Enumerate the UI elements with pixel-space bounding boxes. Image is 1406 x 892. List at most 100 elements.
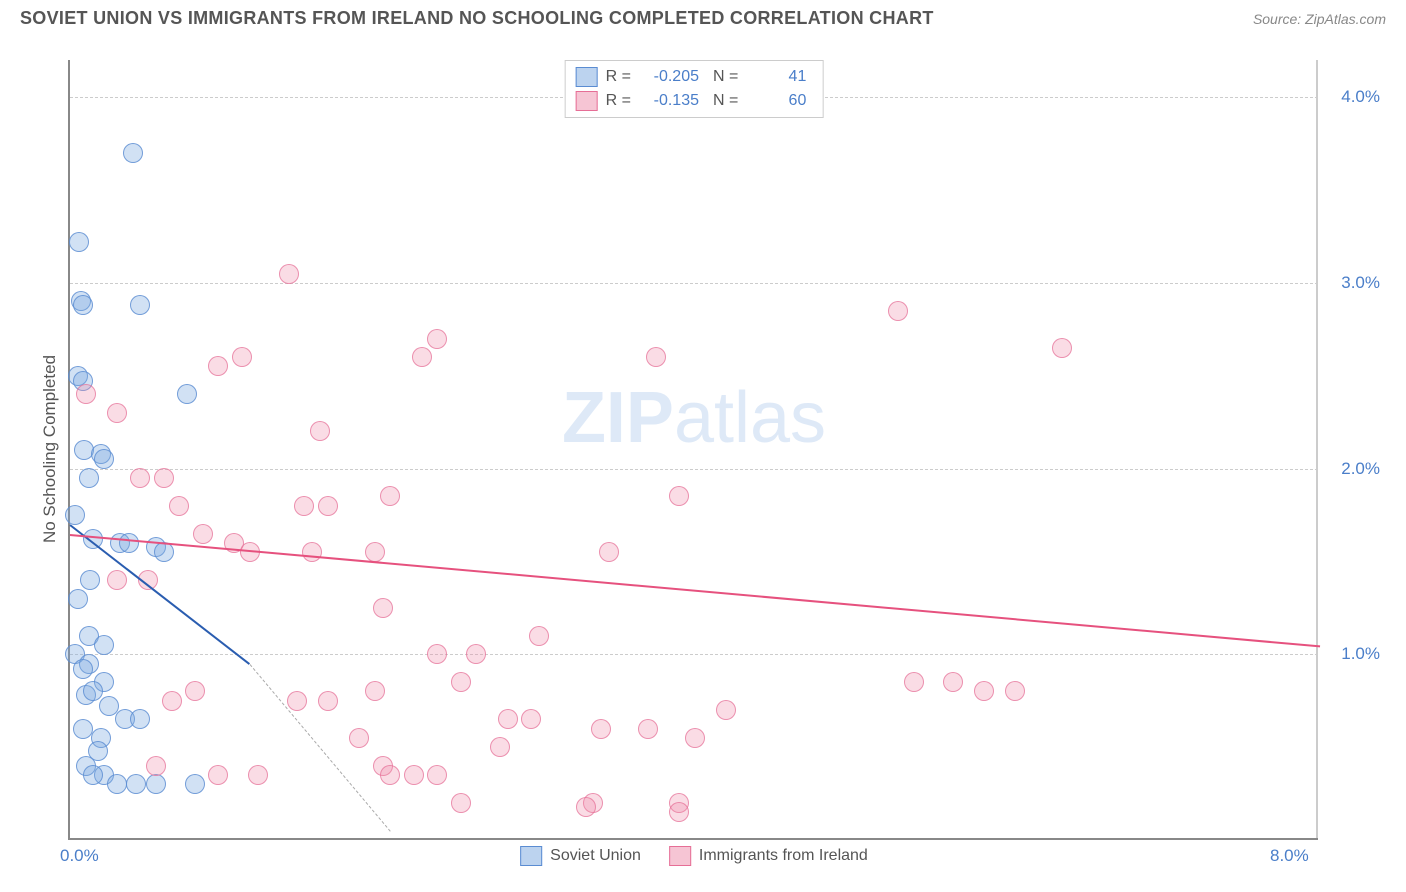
scatter-point — [83, 681, 103, 701]
y-tick-label: 3.0% — [1325, 273, 1380, 293]
y-tick-label: 4.0% — [1325, 87, 1380, 107]
series-legend-label: Immigrants from Ireland — [699, 847, 868, 865]
scatter-point — [365, 681, 385, 701]
scatter-point — [107, 403, 127, 423]
scatter-point — [119, 533, 139, 553]
scatter-point — [73, 719, 93, 739]
series-legend: Soviet Union Immigrants from Ireland — [520, 846, 868, 866]
legend-r-label: R = — [606, 89, 631, 113]
scatter-point — [1052, 338, 1072, 358]
legend-swatch — [576, 67, 598, 87]
legend-swatch — [576, 91, 598, 111]
source-name: ZipAtlas.com — [1305, 11, 1386, 27]
stats-legend: R = -0.205 N = 41R = -0.135 N = 60 — [565, 60, 824, 118]
grid-line — [70, 283, 1318, 284]
correlation-chart: ZIPatlas No Schooling Completed R = -0.20… — [20, 40, 1386, 870]
scatter-point — [498, 709, 518, 729]
legend-swatch — [669, 846, 691, 866]
scatter-point — [294, 496, 314, 516]
scatter-point — [208, 765, 228, 785]
source-credit: Source: ZipAtlas.com — [1253, 11, 1386, 27]
scatter-point — [185, 681, 205, 701]
scatter-point — [193, 524, 213, 544]
plot-area: ZIPatlas No Schooling Completed R =-0.20… — [68, 60, 1318, 840]
scatter-point — [904, 672, 924, 692]
scatter-point — [80, 570, 100, 590]
scatter-point — [669, 486, 689, 506]
watermark: ZIPatlas — [562, 377, 826, 459]
scatter-point — [208, 356, 228, 376]
scatter-point — [380, 486, 400, 506]
scatter-point — [302, 542, 322, 562]
scatter-point — [490, 737, 510, 757]
regression-line — [70, 534, 1320, 647]
y-axis-title: No Schooling Completed — [40, 355, 60, 543]
legend-n-value: 41 — [748, 65, 806, 89]
scatter-point — [318, 691, 338, 711]
scatter-point — [232, 347, 252, 367]
scatter-point — [638, 719, 658, 739]
scatter-point — [126, 774, 146, 794]
legend-r-value: -0.205 — [641, 65, 699, 89]
watermark-prefix: ZIP — [562, 378, 674, 458]
scatter-point — [591, 719, 611, 739]
scatter-point — [646, 347, 666, 367]
scatter-point — [94, 635, 114, 655]
scatter-point — [123, 143, 143, 163]
scatter-point — [279, 264, 299, 284]
scatter-point — [65, 505, 85, 525]
scatter-point — [427, 644, 447, 664]
scatter-point — [68, 589, 88, 609]
series-legend-item: Immigrants from Ireland — [669, 846, 868, 866]
scatter-point — [669, 802, 689, 822]
series-legend-item: Soviet Union — [520, 846, 641, 866]
scatter-point — [177, 384, 197, 404]
scatter-point — [107, 774, 127, 794]
scatter-point — [380, 765, 400, 785]
scatter-point — [130, 295, 150, 315]
scatter-point — [154, 468, 174, 488]
y-tick-label: 2.0% — [1325, 459, 1380, 479]
scatter-point — [349, 728, 369, 748]
scatter-point — [154, 542, 174, 562]
scatter-point — [599, 542, 619, 562]
scatter-point — [888, 301, 908, 321]
watermark-suffix: atlas — [674, 378, 826, 458]
legend-r-value: -0.135 — [641, 89, 699, 113]
scatter-point — [404, 765, 424, 785]
stats-legend-row: R =-0.205N =41 — [576, 65, 813, 89]
scatter-point — [576, 797, 596, 817]
scatter-point — [94, 449, 114, 469]
scatter-point — [248, 765, 268, 785]
scatter-point — [130, 468, 150, 488]
scatter-point — [310, 421, 330, 441]
grid-line — [70, 654, 1318, 655]
x-tick-label: 8.0% — [1270, 846, 1309, 866]
scatter-point — [318, 496, 338, 516]
scatter-point — [685, 728, 705, 748]
scatter-point — [451, 672, 471, 692]
scatter-point — [73, 659, 93, 679]
legend-n-value: 60 — [748, 89, 806, 113]
series-legend-label: Soviet Union — [550, 847, 641, 865]
scatter-point — [69, 232, 89, 252]
page-title: SOVIET UNION VS IMMIGRANTS FROM IRELAND … — [20, 8, 934, 29]
x-tick-label: 0.0% — [60, 846, 99, 866]
scatter-point — [162, 691, 182, 711]
stats-legend-row: R = -0.135 N = 60 — [576, 89, 813, 113]
scatter-point — [146, 774, 166, 794]
scatter-point — [943, 672, 963, 692]
scatter-point — [83, 765, 103, 785]
scatter-point — [427, 765, 447, 785]
scatter-point — [451, 793, 471, 813]
scatter-point — [287, 691, 307, 711]
scatter-point — [130, 709, 150, 729]
scatter-point — [427, 329, 447, 349]
scatter-point — [365, 542, 385, 562]
scatter-point — [169, 496, 189, 516]
legend-r-label: R = — [606, 65, 631, 89]
scatter-point — [412, 347, 432, 367]
legend-swatch — [520, 846, 542, 866]
legend-n-label: N = — [713, 89, 738, 113]
scatter-point — [76, 384, 96, 404]
